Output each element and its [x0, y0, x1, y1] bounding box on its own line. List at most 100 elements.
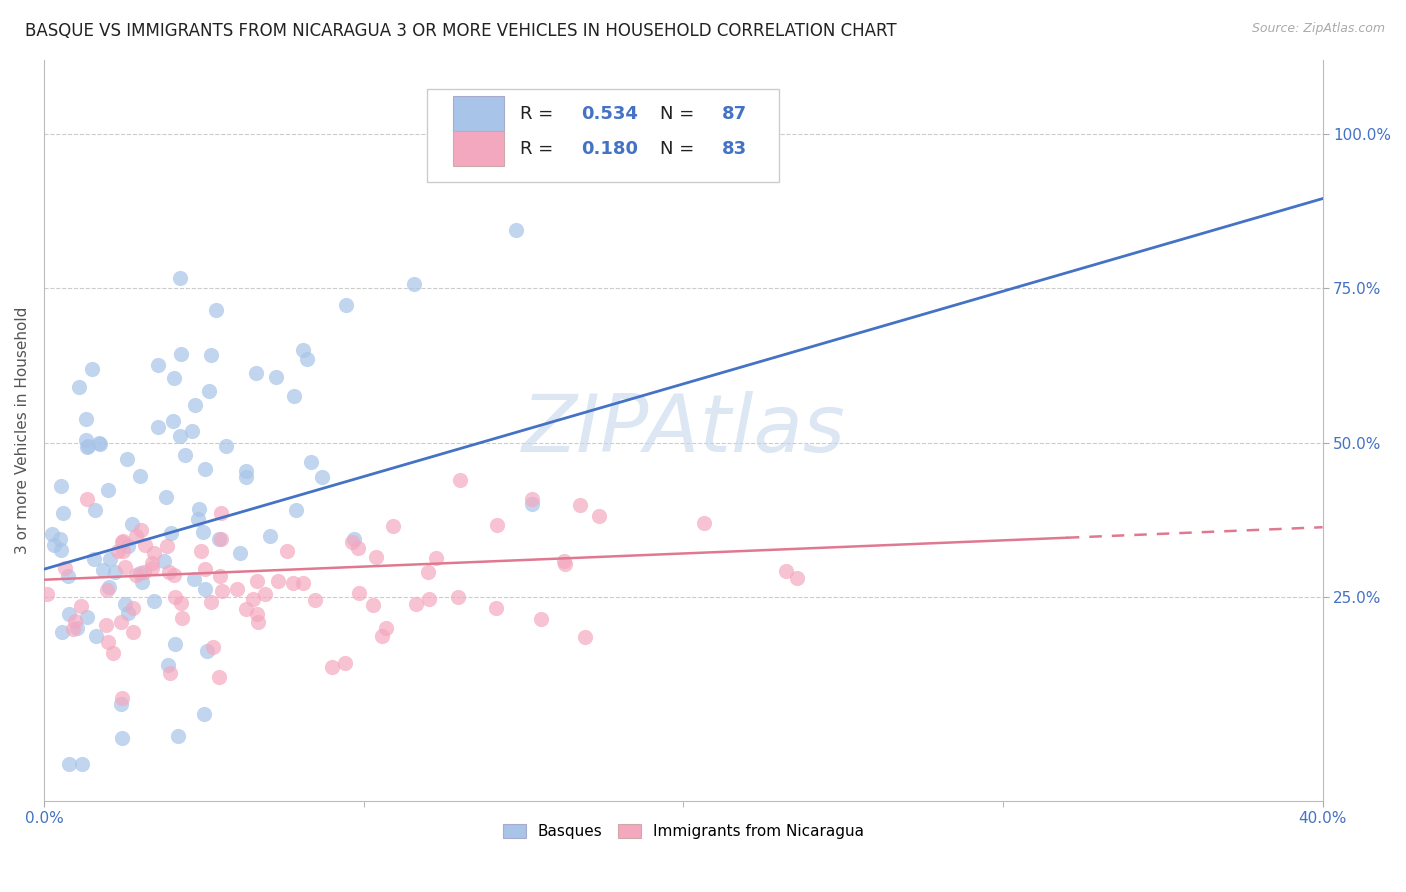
Point — [159, 666, 181, 681]
Point — [122, 625, 145, 640]
Point — [63, 614, 86, 628]
Point — [143, 594, 166, 608]
Point — [76, 440, 98, 454]
Point — [41, 526, 63, 541]
Point — [447, 590, 470, 604]
Point — [375, 622, 398, 636]
Point — [485, 600, 508, 615]
Point — [333, 656, 356, 670]
Text: 0.180: 0.180 — [581, 139, 638, 158]
Point — [304, 592, 326, 607]
Point — [76, 610, 98, 624]
Point — [226, 582, 249, 597]
Point — [346, 541, 368, 555]
Point — [416, 565, 439, 579]
Point — [235, 464, 257, 478]
Point — [267, 574, 290, 589]
Point — [281, 575, 304, 590]
Point — [86, 629, 108, 643]
Point — [132, 565, 155, 579]
Point — [156, 539, 179, 553]
Point — [97, 634, 120, 648]
Point — [208, 670, 231, 684]
Legend: Basques, Immigrants from Nicaragua: Basques, Immigrants from Nicaragua — [496, 818, 870, 845]
Point — [89, 436, 111, 450]
Point — [141, 557, 163, 571]
Point — [242, 592, 264, 607]
Point — [142, 547, 165, 561]
Point — [170, 611, 193, 625]
Point — [285, 503, 308, 517]
Point — [70, 756, 93, 771]
Point — [283, 389, 305, 403]
Point — [114, 560, 136, 574]
Point — [162, 414, 184, 428]
Point — [129, 469, 152, 483]
Point — [183, 572, 205, 586]
Point — [157, 565, 180, 579]
Point — [228, 546, 250, 560]
Point — [153, 554, 176, 568]
Point — [246, 615, 269, 630]
Point — [215, 439, 238, 453]
Point — [146, 358, 169, 372]
Point — [75, 411, 97, 425]
Point — [58, 756, 80, 771]
Point — [110, 615, 132, 629]
Point — [98, 552, 121, 566]
Point — [775, 564, 797, 578]
Point — [111, 533, 134, 548]
Text: 83: 83 — [721, 139, 747, 158]
Point — [211, 584, 233, 599]
Point — [371, 630, 394, 644]
Point — [191, 524, 214, 539]
Point — [194, 582, 217, 596]
Point — [235, 602, 257, 616]
Y-axis label: 3 or more Vehicles in Household: 3 or more Vehicles in Household — [15, 307, 30, 554]
Point — [160, 526, 183, 541]
Point — [299, 455, 322, 469]
Point — [245, 366, 267, 380]
Point — [311, 469, 333, 483]
Point — [264, 369, 287, 384]
Point — [163, 370, 186, 384]
Point — [188, 502, 211, 516]
Point — [520, 491, 543, 506]
Point — [134, 538, 156, 552]
Point — [194, 462, 217, 476]
Point — [193, 562, 215, 576]
Point — [190, 543, 212, 558]
Point — [205, 302, 228, 317]
Point — [574, 630, 596, 644]
Point — [195, 643, 218, 657]
Point — [110, 697, 132, 711]
Point — [292, 575, 315, 590]
Point — [588, 509, 610, 524]
Point — [117, 606, 139, 620]
Point — [131, 523, 153, 537]
Point — [42, 537, 65, 551]
Point — [661, 89, 683, 103]
Point — [35, 587, 58, 601]
Point — [235, 469, 257, 483]
Point — [125, 529, 148, 543]
Point — [404, 277, 426, 291]
Point — [58, 607, 80, 622]
Point — [209, 532, 232, 546]
Point — [111, 691, 134, 706]
Point — [122, 600, 145, 615]
Point — [169, 346, 191, 360]
Point — [169, 271, 191, 285]
Point — [209, 506, 232, 520]
Point — [505, 222, 527, 236]
Point — [335, 298, 357, 312]
Point — [321, 659, 343, 673]
FancyBboxPatch shape — [427, 89, 779, 182]
Point — [485, 518, 508, 533]
Point — [98, 580, 121, 594]
Point — [166, 729, 188, 743]
Point — [342, 535, 364, 549]
Point — [297, 351, 319, 366]
Text: BASQUE VS IMMIGRANTS FROM NICARAGUA 3 OR MORE VEHICLES IN HOUSEHOLD CORRELATION : BASQUE VS IMMIGRANTS FROM NICARAGUA 3 OR… — [25, 22, 897, 40]
Point — [69, 599, 91, 614]
